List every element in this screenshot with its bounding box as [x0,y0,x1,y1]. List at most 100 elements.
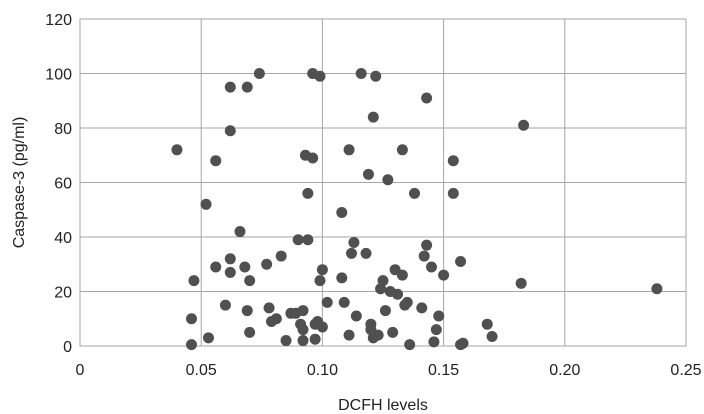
data-point [396,269,408,281]
x-axis-ticks: 0 0.05 0.10 0.15 0.20 0.25 [76,362,702,379]
data-point [367,111,379,123]
data-point [447,187,459,199]
data-point [651,283,663,295]
data-point [314,275,326,287]
data-point [316,321,328,333]
data-point [224,266,236,278]
data-point [345,247,357,259]
data-point [438,269,450,281]
data-point [307,152,319,164]
data-point [481,318,493,330]
y-tick-label: 120 [45,12,72,29]
data-point [430,324,442,336]
data-point [421,92,433,104]
data-point [224,125,236,137]
data-point [338,296,350,308]
data-point [186,339,198,351]
data-point [302,234,314,246]
data-point [188,275,200,287]
data-point [270,313,282,325]
data-point [224,81,236,93]
data-point [280,335,292,347]
data-point [263,302,275,314]
x-tick-label: 0.10 [307,362,338,379]
data-point [241,81,253,93]
data-point [239,261,251,273]
y-tick-label: 40 [54,230,72,247]
x-axis-title: DCFH levels [338,397,428,414]
data-point [379,305,391,317]
data-point [350,310,362,322]
data-point [200,198,212,210]
data-point [372,329,384,341]
x-tick-label: 0.15 [428,362,459,379]
data-point [336,272,348,284]
data-point [210,155,222,167]
data-point [382,174,394,186]
data-point [336,206,348,218]
x-tick-label: 0.25 [670,362,701,379]
data-point [253,68,265,79]
data-point [309,333,321,345]
data-point [392,288,404,300]
data-point [365,318,377,330]
data-point [343,329,355,341]
y-tick-label: 80 [54,121,72,138]
data-point [244,326,256,338]
data-point [241,305,253,317]
data-point [362,168,374,180]
x-tick-label: 0.20 [549,362,580,379]
x-tick-label: 0 [76,362,85,379]
data-point [171,144,183,156]
data-point [486,330,498,342]
data-point [261,258,273,270]
data-point [428,336,440,348]
data-point [224,253,236,265]
x-tick-label: 0.05 [186,362,217,379]
data-point [401,296,413,308]
data-point [425,261,437,273]
data-point [421,239,433,251]
data-point [360,247,372,259]
y-axis-ticks: 0 20 40 60 80 100 120 [45,12,72,356]
data-point [396,144,408,156]
data-point [314,70,326,82]
data-point [275,250,287,262]
data-point [297,305,309,317]
y-tick-label: 20 [54,285,72,302]
data-point [348,236,360,248]
y-tick-label: 100 [45,67,72,84]
plot-area-frame [79,18,687,347]
data-point [297,324,309,336]
data-point [244,275,256,287]
data-point [457,337,469,349]
data-point [455,256,467,268]
data-point [202,332,214,344]
data-points [171,68,663,351]
data-point [302,187,314,199]
data-point [387,326,399,338]
data-point [343,144,355,156]
y-axis-title: Caspase-3 (pg/ml) [11,117,28,249]
data-point [370,70,382,82]
data-point [234,226,246,238]
data-point [316,264,328,276]
data-point [355,68,367,79]
data-point [321,296,333,308]
data-point [186,313,198,325]
y-tick-label: 60 [54,176,72,193]
data-point [515,277,527,289]
grid [79,18,687,347]
y-tick-label: 0 [63,339,72,356]
data-point [518,119,530,131]
data-point [219,299,231,311]
data-point [433,310,445,322]
data-point [210,261,222,273]
data-point [409,187,421,199]
data-point [447,155,459,167]
data-point [404,339,416,351]
data-point [377,275,389,287]
data-point [292,234,304,246]
data-point [416,302,428,314]
